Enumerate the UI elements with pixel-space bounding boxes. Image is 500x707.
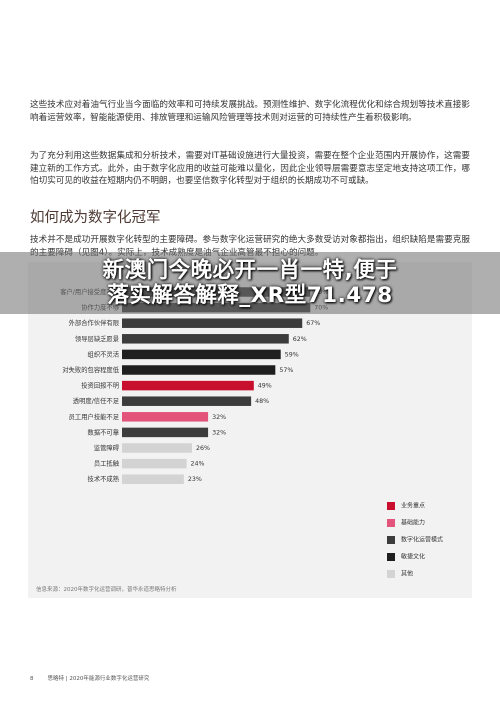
legend-swatch [387,570,395,578]
category-label: 员工抵触 [94,459,120,468]
value-label: 26% [196,445,210,452]
bar [122,396,252,406]
bar [122,474,184,484]
value-label: 67% [306,320,320,327]
bar [122,412,209,422]
category-label: 外部合作伙伴有限 [69,318,120,327]
banner: 新澳门今晚必开一肖一特,便于 落实解答解释_XR型71.478 [0,252,500,314]
value-label: 23% [188,476,202,483]
paragraph: 为了充分利用这些数据集成和分析技术，需要对IT基础设施进行大量投资，需要在整个企… [30,151,470,186]
legend-label: 数字化运营模式 [401,536,443,544]
bar [122,380,254,391]
legend-label: 业务重点 [401,502,425,510]
value-label: 49% [258,383,272,390]
legend-swatch [387,553,395,561]
bar [122,349,281,360]
legend-label: 基础能力 [401,519,425,527]
category-label: 透明度/信任不足 [73,396,120,405]
category-label: 组织不灵活 [88,349,120,358]
paragraph: 这些技术应对着油气行业当今面临的效率和可持续发展挑战。预测性维护、数字化流程优化… [30,100,470,123]
value-label: 32% [212,414,226,421]
category-label: 员工用户技能不足 [69,412,120,421]
category-label: 监管障碍 [94,443,120,452]
bar [122,365,276,375]
value-label: 57% [279,367,293,374]
bar [122,443,192,453]
bar [122,318,303,328]
legend-swatch [387,502,395,510]
footer-text: 思略特 | 2020年能源行业数字化运营研究 [47,676,150,682]
legend-swatch [387,536,395,544]
footer: 8 思略特 | 2020年能源行业数字化运营研究 [30,674,163,682]
banner-text: 新澳门今晚必开一肖一特,便于 落实解答解释_XR型71.478 [102,258,398,308]
bar [122,458,187,469]
value-label: 48% [255,398,269,405]
page-number: 8 [30,676,34,682]
value-label: 24% [191,461,205,468]
bar [122,427,209,438]
value-label: 62% [293,336,307,343]
value-label: 59% [285,351,299,358]
category-label: 投资回报不明 [81,381,119,390]
value-label: 32% [212,429,226,436]
legend-label: 其他 [401,570,413,578]
category-label: 技术不成熟 [88,474,120,483]
category-label: 数据不可靠 [88,427,120,436]
category-label: 对失败的包容程度低 [62,365,119,374]
legend-label: 敏捷文化 [401,553,425,561]
legend-swatch [387,519,395,527]
heading: 如何成为数字化冠军 [30,210,161,226]
bar [122,334,289,344]
source-note: 信息来源：2020年数字化运营调研，普华永道思略特分析 [36,587,177,593]
category-label: 领导层缺乏愿景 [75,334,119,343]
